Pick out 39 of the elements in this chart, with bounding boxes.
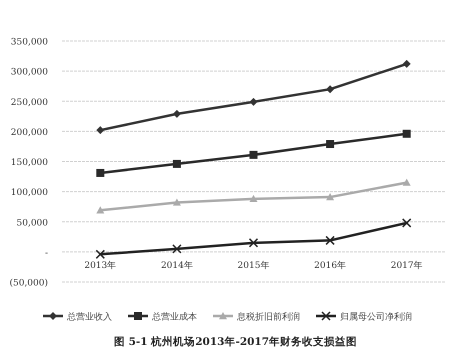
point	[172, 110, 181, 118]
point	[326, 140, 334, 148]
legend-label: 总营业收入	[66, 312, 112, 322]
point	[96, 250, 106, 260]
text: 图 5-1 杭州机场2013年-2017年财务收支损益图	[114, 335, 358, 348]
point	[402, 218, 412, 228]
legend-label: 息税折旧前利润	[236, 312, 300, 322]
x-tick-label: 2015年	[238, 260, 270, 271]
y-tick-label: (50,000)	[9, 278, 48, 288]
point	[250, 98, 258, 106]
point	[248, 238, 258, 248]
point	[96, 126, 104, 134]
x-tick-label: 2017年	[390, 260, 423, 271]
x-tick-label: 2016年	[314, 260, 346, 271]
point	[172, 244, 182, 254]
point	[250, 194, 258, 202]
point	[402, 130, 411, 138]
point	[326, 193, 334, 200]
point	[402, 178, 411, 186]
y-tick-label: 50,000	[16, 218, 48, 228]
point	[402, 60, 411, 68]
y-tick-label: 200,000	[10, 128, 48, 138]
y-tick-label: -	[44, 248, 48, 258]
x-tick-label: 2013年	[84, 260, 116, 271]
y-tick-label: 350,000	[10, 38, 48, 48]
point	[250, 150, 258, 159]
point	[326, 85, 334, 94]
point	[172, 160, 181, 168]
point	[325, 236, 335, 246]
y-tick-label: 250,000	[10, 98, 48, 108]
point	[96, 206, 104, 214]
y-tick-label: 300,000	[10, 68, 48, 78]
point	[172, 198, 181, 206]
y-tick-label: 150,000	[10, 158, 48, 168]
y-tick-label: 100,000	[10, 188, 48, 198]
x-tick-label: 2014年	[160, 260, 193, 271]
legend-label: 总营业成本	[151, 312, 197, 322]
point	[96, 168, 104, 177]
legend-label: 归属母公司净利润	[340, 312, 412, 322]
